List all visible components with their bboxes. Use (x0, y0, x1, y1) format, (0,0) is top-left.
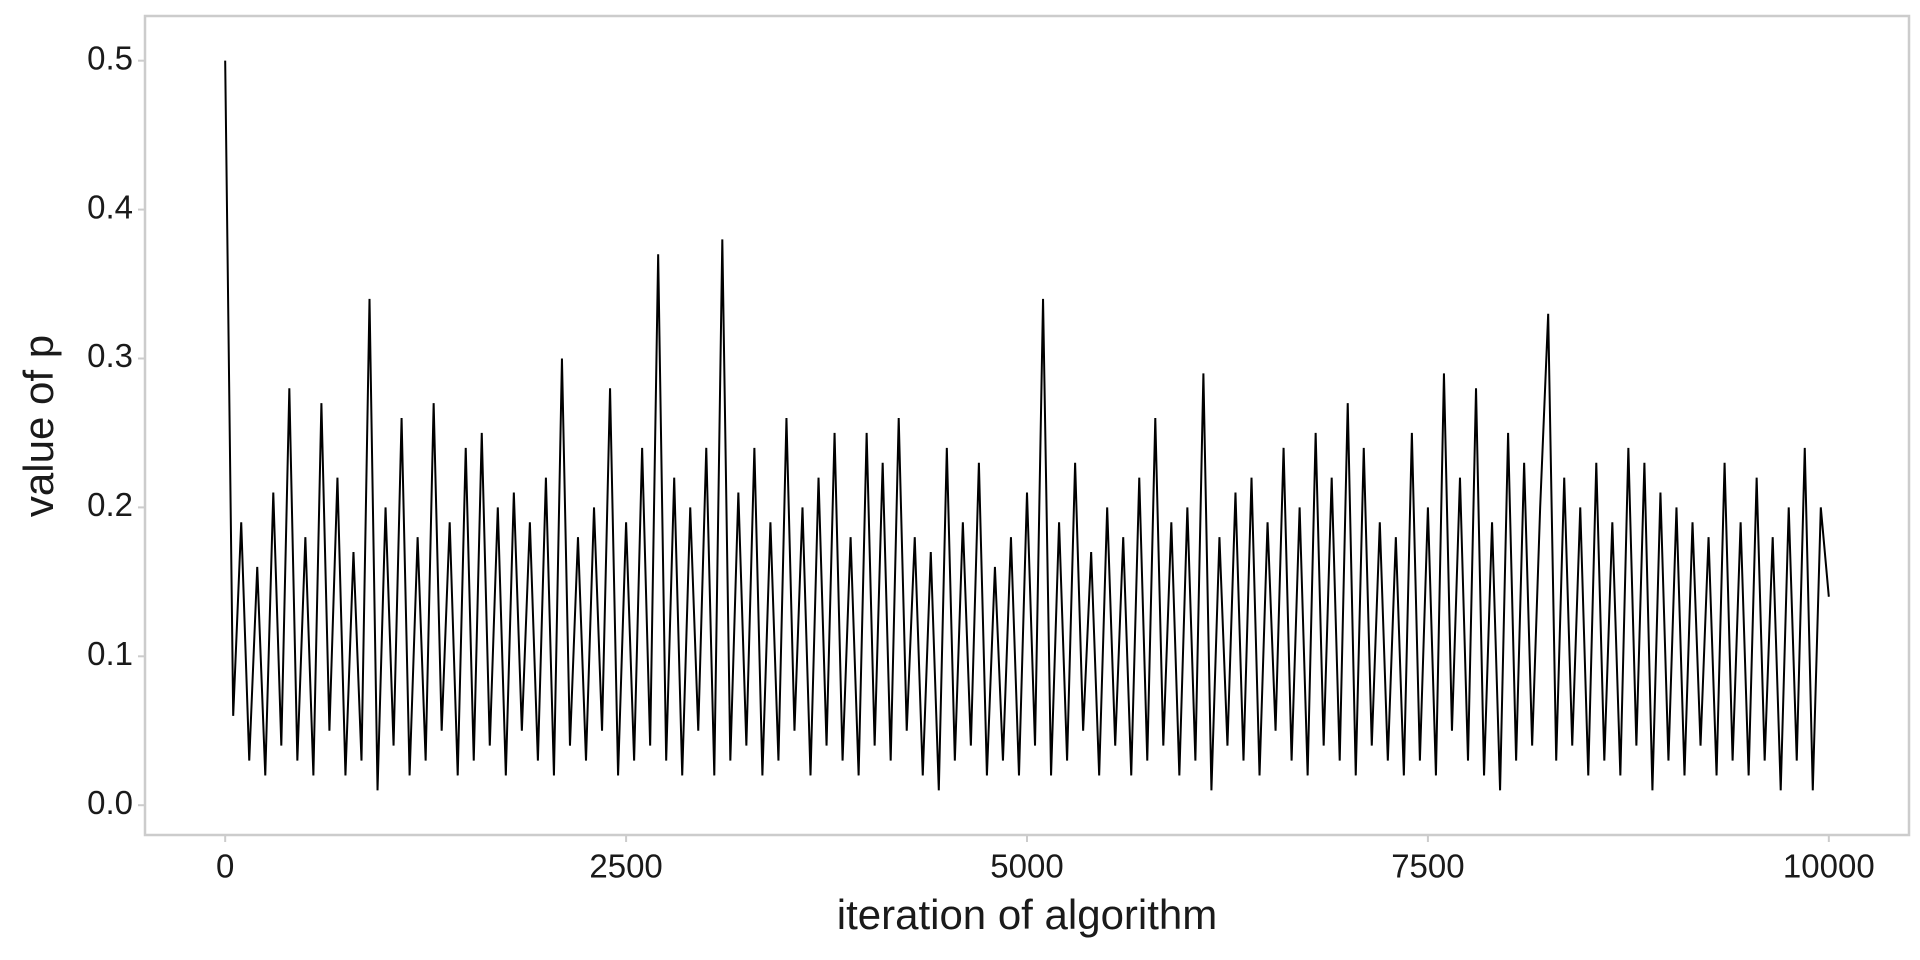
trace-line (224, 60, 1830, 791)
y-tick-label: 0.1 (87, 635, 133, 672)
x-tick-label: 7500 (1391, 848, 1464, 885)
y-tick-label: 0.3 (87, 337, 133, 374)
y-tick-label: 0.4 (87, 188, 133, 225)
y-tick-label: 0.5 (87, 39, 133, 76)
x-axis-title: iteration of algorithm (837, 891, 1218, 938)
x-tick-label: 5000 (990, 848, 1063, 885)
y-tick-label: 0.0 (87, 784, 133, 821)
x-tick-label: 0 (216, 848, 234, 885)
panel-border (143, 14, 1911, 837)
x-tick-label: 10000 (1783, 848, 1875, 885)
x-tick-label: 2500 (589, 848, 662, 885)
y-axis-title: value of p (15, 335, 62, 517)
y-tick-label: 0.2 (87, 486, 133, 523)
